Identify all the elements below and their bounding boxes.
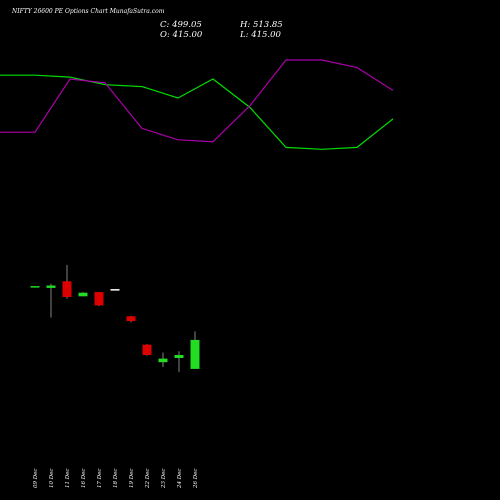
x-tick-label: 17 Dec xyxy=(97,469,103,489)
candle-body xyxy=(62,281,72,297)
x-tick-label: 26 Dec xyxy=(193,469,199,490)
candle-body xyxy=(190,339,200,369)
x-tick-label: 11 Dec xyxy=(65,469,71,489)
low-readout: L: 415.00 xyxy=(240,30,281,40)
high-readout: H: 513.85 xyxy=(240,20,283,30)
candle-body xyxy=(94,292,104,306)
x-tick-label: 10 Dec xyxy=(49,469,55,489)
candle-body xyxy=(46,285,56,288)
magenta-overlay-line xyxy=(0,59,394,143)
x-tick-label: 19 Dec xyxy=(129,469,135,489)
chart-title: NIFTY 26600 PE Options Chart MunafaSutra… xyxy=(12,8,165,15)
x-tick-label: 23 Dec xyxy=(161,469,167,490)
x-tick-label: 16 Dec xyxy=(81,469,87,489)
x-tick-label: 18 Dec xyxy=(113,469,119,489)
close-readout: C: 499.05 xyxy=(160,20,202,30)
x-tick-label: 24 Dec xyxy=(177,469,183,490)
open-readout: O: 415.00 xyxy=(160,30,203,40)
candle-body xyxy=(30,286,40,288)
candle-body xyxy=(126,316,136,322)
x-tick-label: 22 Dec xyxy=(145,469,151,490)
candle-body xyxy=(158,358,168,363)
candle-body xyxy=(142,344,152,355)
candle-body xyxy=(78,292,88,297)
candle-body xyxy=(110,289,120,291)
green-overlay-line xyxy=(0,74,394,150)
x-tick-label: 09 Dec xyxy=(33,469,39,489)
candle-body xyxy=(174,355,184,358)
